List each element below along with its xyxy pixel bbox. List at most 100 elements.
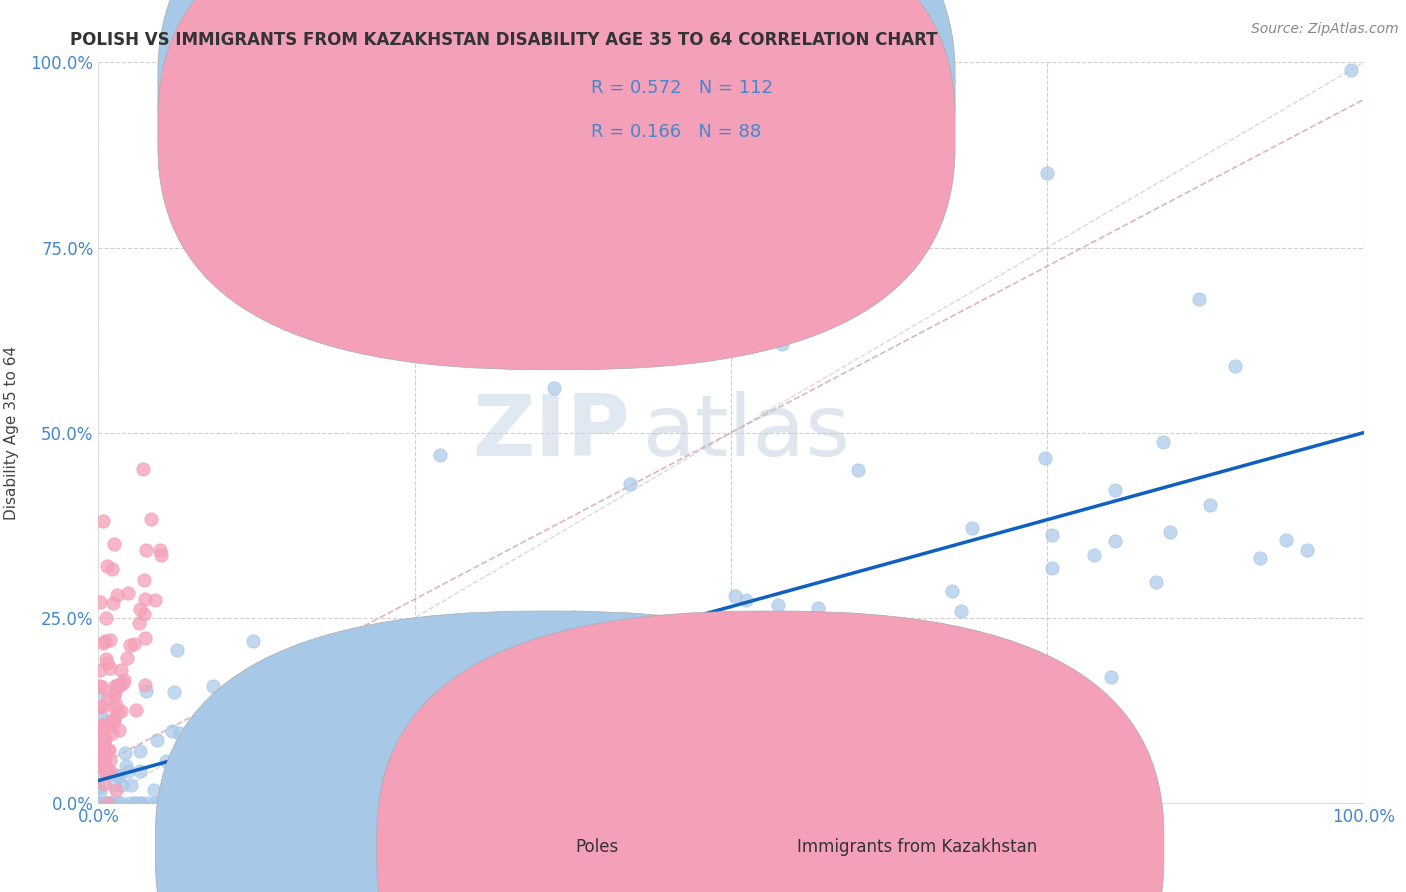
- Point: [93, 515, 115, 529]
- Point: [96, 656, 118, 670]
- Point: [766, 598, 789, 612]
- Point: [162, 685, 184, 699]
- Point: [619, 477, 641, 491]
- Point: [94, 732, 117, 747]
- Point: [89, 745, 111, 759]
- Point: [91, 720, 114, 734]
- Point: [449, 640, 471, 655]
- Point: [128, 601, 150, 615]
- Point: [108, 723, 131, 737]
- Point: [1223, 359, 1246, 374]
- Point: [96, 762, 118, 776]
- Point: [212, 796, 235, 810]
- Point: [1104, 483, 1126, 497]
- Point: [104, 685, 127, 699]
- Point: [120, 796, 142, 810]
- FancyBboxPatch shape: [155, 611, 942, 892]
- Point: [104, 679, 127, 693]
- Point: [110, 796, 132, 810]
- Point: [1099, 670, 1122, 684]
- Point: [1152, 435, 1174, 450]
- Point: [89, 663, 111, 677]
- Point: [128, 615, 150, 630]
- Point: [98, 661, 121, 675]
- Point: [166, 642, 188, 657]
- Point: [90, 759, 112, 773]
- Point: [405, 661, 427, 675]
- Point: [107, 589, 129, 603]
- FancyBboxPatch shape: [516, 66, 889, 159]
- Point: [374, 665, 396, 679]
- Point: [225, 796, 247, 810]
- Point: [94, 610, 117, 624]
- Point: [134, 678, 156, 692]
- Point: [758, 706, 780, 720]
- Point: [134, 607, 156, 621]
- Point: [1036, 166, 1059, 180]
- Point: [160, 772, 183, 787]
- Point: [294, 747, 316, 761]
- Point: [104, 698, 127, 712]
- Point: [350, 714, 373, 729]
- Point: [385, 635, 408, 649]
- Point: [117, 764, 139, 778]
- Point: [89, 679, 111, 693]
- Point: [1198, 498, 1220, 512]
- Point: [93, 731, 115, 746]
- Point: [93, 739, 115, 753]
- Point: [98, 796, 121, 810]
- Point: [89, 731, 111, 745]
- Point: [269, 796, 291, 810]
- Point: [436, 658, 458, 673]
- Point: [1188, 293, 1211, 307]
- Point: [89, 759, 111, 773]
- Point: [87, 748, 110, 763]
- Point: [97, 796, 120, 810]
- Point: [103, 714, 125, 728]
- Point: [87, 733, 110, 747]
- Point: [94, 717, 117, 731]
- Point: [245, 682, 267, 697]
- Point: [169, 726, 191, 740]
- Point: [94, 652, 117, 666]
- Point: [98, 632, 121, 647]
- Point: [97, 743, 120, 757]
- Point: [90, 740, 112, 755]
- Point: [264, 769, 287, 783]
- Point: [1159, 525, 1181, 540]
- FancyBboxPatch shape: [377, 611, 1164, 892]
- Point: [143, 796, 166, 810]
- Point: [1033, 450, 1056, 465]
- Point: [134, 631, 156, 645]
- Point: [96, 558, 118, 573]
- Point: [155, 755, 177, 769]
- Point: [846, 462, 869, 476]
- Point: [770, 336, 793, 351]
- Point: [87, 765, 110, 780]
- Point: [1040, 528, 1063, 542]
- Point: [145, 733, 167, 747]
- Point: [105, 679, 128, 693]
- Point: [1296, 542, 1319, 557]
- Point: [118, 638, 141, 652]
- Point: [108, 769, 131, 783]
- Point: [89, 731, 111, 746]
- Text: atlas: atlas: [643, 391, 851, 475]
- Point: [98, 719, 121, 733]
- Point: [94, 731, 117, 746]
- Point: [91, 734, 114, 748]
- Point: [87, 740, 110, 755]
- Point: [124, 796, 146, 810]
- Point: [195, 742, 218, 756]
- Point: [93, 746, 115, 760]
- Point: [90, 680, 112, 694]
- Point: [162, 723, 184, 738]
- Point: [949, 604, 972, 618]
- Point: [242, 633, 264, 648]
- Point: [89, 699, 111, 714]
- Point: [101, 562, 124, 576]
- Point: [1083, 548, 1105, 562]
- Point: [429, 448, 451, 462]
- Point: [132, 461, 155, 475]
- Point: [103, 536, 125, 550]
